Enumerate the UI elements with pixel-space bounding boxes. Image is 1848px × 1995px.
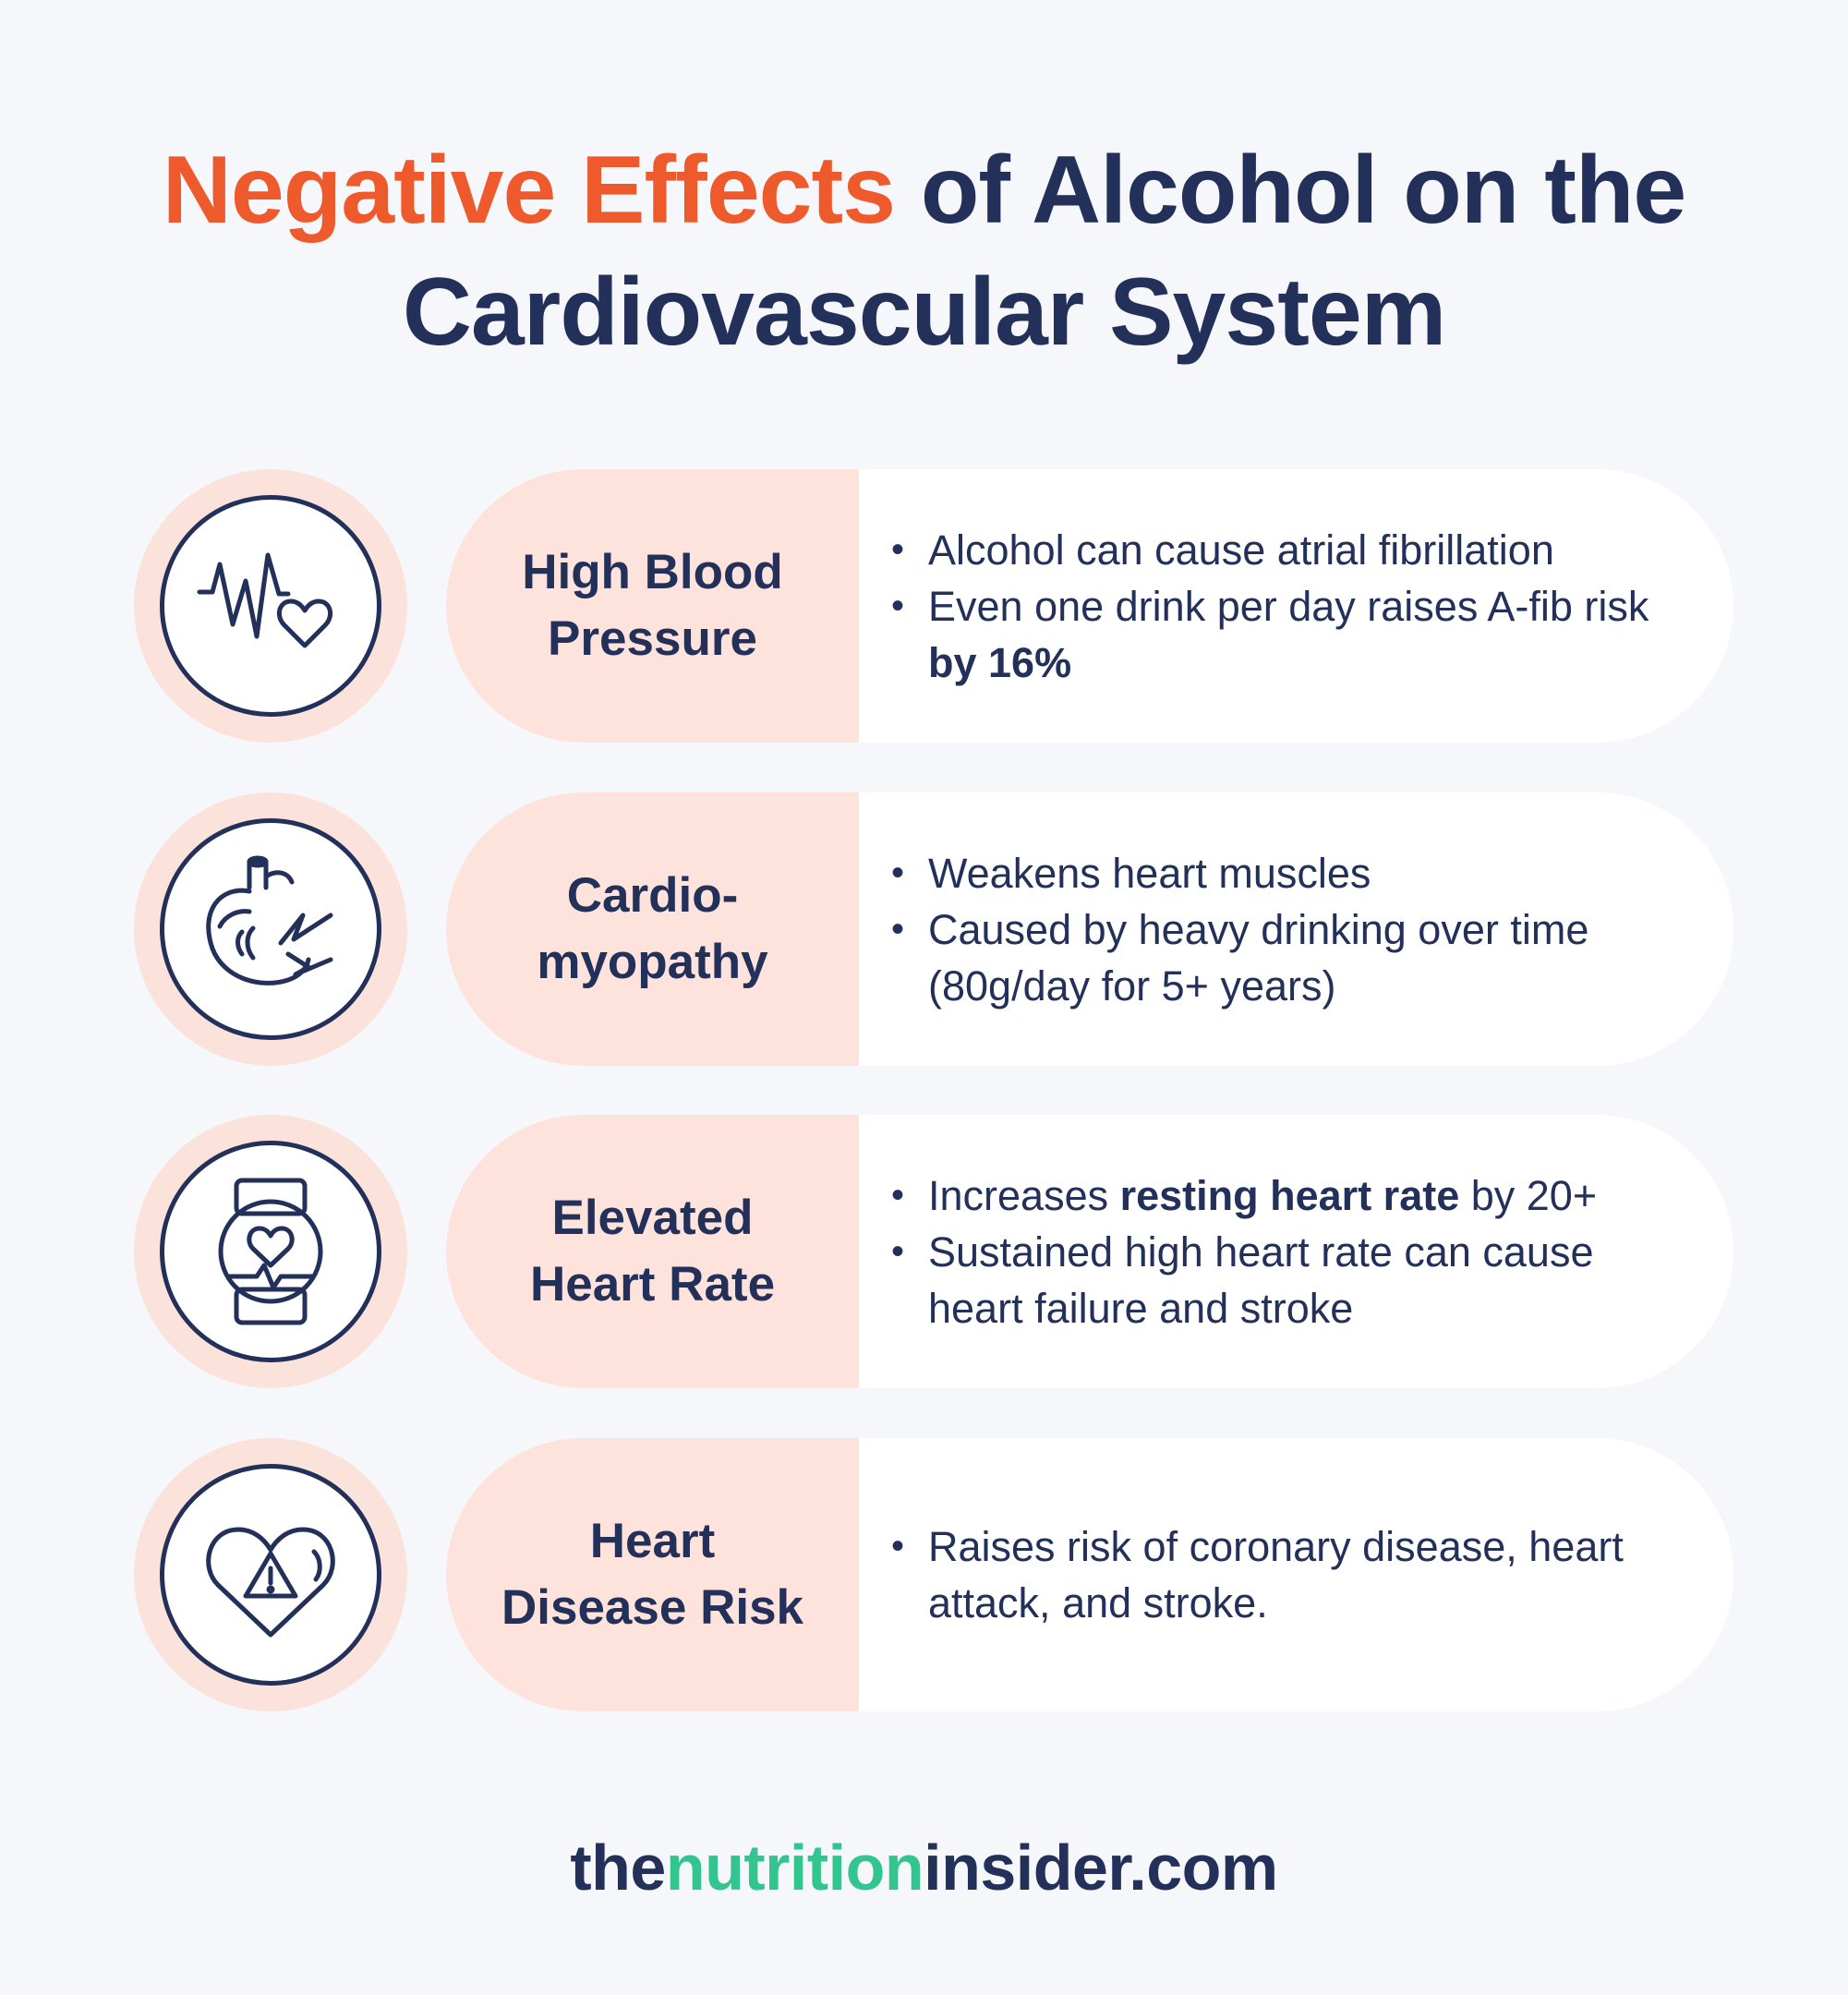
bullet-text: Sustained high heart rate can cause hear…	[928, 1227, 1594, 1332]
icon-halo	[134, 1115, 407, 1388]
effect-label-panel: Heart Disease Risk	[446, 1438, 859, 1711]
effect-row-heart-disease-risk: Heart Disease Risk Raises risk of corona…	[134, 1438, 1733, 1711]
bullet-item: Raises risk of coronary disease, heart a…	[891, 1518, 1697, 1631]
effect-bullets: Weakens heart muscles Caused by heavy dr…	[891, 792, 1697, 1066]
effect-card: Elevated Heart Rate Increases resting he…	[446, 1115, 1733, 1388]
effect-bullets: Alcohol can cause atrial fibrillation Ev…	[891, 469, 1697, 743]
bullet-item: Increases resting heart rate by 20+	[891, 1167, 1697, 1224]
icon-halo	[134, 1438, 407, 1711]
effect-label: High Blood Pressure	[522, 545, 783, 666]
bullet-bold: resting heart rate	[1119, 1171, 1460, 1219]
heart-warning-icon	[206, 1527, 335, 1638]
icon-circle	[160, 1141, 381, 1362]
effect-card: Cardio- myopathy Weakens heart muscles C…	[446, 792, 1733, 1066]
effect-card: Heart Disease Risk Raises risk of corona…	[446, 1438, 1733, 1711]
bullet-text: Increases	[928, 1171, 1120, 1219]
bullet-bold: by 16%	[928, 638, 1072, 686]
icon-halo	[134, 792, 407, 1066]
effect-label-panel: Cardio- myopathy	[446, 792, 859, 1066]
icon-circle	[160, 818, 381, 1040]
bullet-text: Weakens heart muscles	[928, 849, 1371, 897]
bullet-item: Even one drink per day raises A-fib risk…	[891, 578, 1697, 691]
effect-bullets: Increases resting heart rate by 20+ Sust…	[891, 1115, 1697, 1388]
icon-circle	[160, 1464, 381, 1686]
icon-circle	[160, 495, 381, 717]
title-line2: Cardiovascular System	[402, 259, 1446, 366]
title-accent: Negative Effects	[162, 137, 896, 244]
effect-label: Heart Disease Risk	[501, 1514, 804, 1635]
icon-halo	[134, 469, 407, 743]
smartwatch-heart-rate-icon	[218, 1178, 323, 1325]
bullet-text: Caused by heavy drinking over time (80g/…	[928, 905, 1589, 1010]
footer-the: the	[570, 1832, 666, 1904]
title-rest: of Alcohol on the	[894, 137, 1686, 244]
effect-label-panel: High Blood Pressure	[446, 469, 859, 743]
bullet-text: Raises risk of coronary disease, heart a…	[928, 1523, 1624, 1626]
heartbeat-heart-icon	[197, 552, 333, 648]
bullet-item: Caused by heavy drinking over time (80g/…	[891, 901, 1697, 1014]
bullet-text-end: by 20+	[1459, 1171, 1598, 1219]
effect-row-elevated-heart-rate: Elevated Heart Rate Increases resting he…	[134, 1115, 1733, 1388]
bullet-item: Weakens heart muscles	[891, 845, 1697, 901]
effect-row-high-blood-pressure: High Blood Pressure Alcohol can cause at…	[134, 469, 1733, 743]
effect-label: Elevated Heart Rate	[529, 1191, 776, 1312]
bullet-item: Alcohol can cause atrial fibrillation	[891, 522, 1697, 578]
footer-insider: insider.com	[924, 1832, 1278, 1904]
effect-row-cardiomyopathy: Cardio- myopathy Weakens heart muscles C…	[134, 792, 1733, 1066]
damaged-heart-icon	[206, 855, 333, 985]
footer-nutrition: nutrition	[665, 1832, 924, 1904]
footer-brand-url: thenutritioninsider.com	[0, 1829, 1848, 1906]
effect-label-panel: Elevated Heart Rate	[446, 1115, 859, 1388]
effect-card: High Blood Pressure Alcohol can cause at…	[446, 469, 1733, 743]
effect-bullets: Raises risk of coronary disease, heart a…	[891, 1438, 1697, 1711]
bullet-item: Sustained high heart rate can cause hear…	[891, 1224, 1697, 1336]
bullet-text: Alcohol can cause atrial fibrillation	[928, 526, 1554, 574]
effect-label: Cardio- myopathy	[537, 868, 768, 989]
page-title: Negative Effects of Alcohol on the Cardi…	[0, 129, 1848, 373]
bullet-text: Even one drink per day raises A-fib risk	[928, 582, 1649, 630]
